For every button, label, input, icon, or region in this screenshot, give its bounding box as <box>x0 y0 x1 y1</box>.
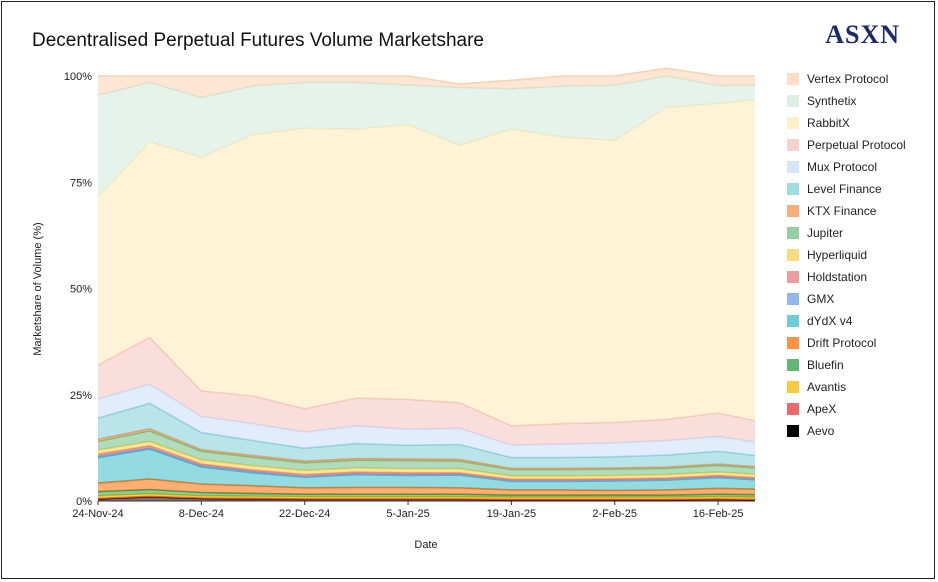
legend-swatch <box>787 425 799 437</box>
x-tick-label: 22-Dec-24 <box>279 508 330 520</box>
x-axis-label: Date <box>414 539 437 551</box>
legend-swatch <box>787 403 799 415</box>
legend-label: Vertex Protocol <box>807 72 889 86</box>
legend-label: Holdstation <box>807 270 868 284</box>
area-rabbitx <box>98 99 755 426</box>
legend-swatch <box>787 139 799 151</box>
legend-item-bluefin[interactable]: Bluefin <box>787 354 906 376</box>
legend-label: Perpetual Protocol <box>807 138 906 152</box>
area-perpetual-protocol <box>98 337 755 445</box>
area-synthetix <box>98 76 755 198</box>
legend-label: ApeX <box>807 402 837 416</box>
area-dydx-v4 <box>98 449 755 491</box>
area-holdstation <box>98 445 755 481</box>
area-mux-protocol <box>98 384 755 458</box>
y-tick-label: 75% <box>70 177 92 189</box>
legend-label: Synthetix <box>807 94 857 108</box>
x-tick-label: 19-Jan-25 <box>487 508 537 520</box>
legend-item-ktx-finance[interactable]: KTX Finance <box>787 200 906 222</box>
legend-swatch <box>787 205 799 217</box>
legend-item-drift-protocol[interactable]: Drift Protocol <box>787 332 906 354</box>
legend-swatch <box>787 271 799 283</box>
legend-item-avantis[interactable]: Avantis <box>787 376 906 398</box>
legend-swatch <box>787 73 799 85</box>
x-tick-label: 8-Dec-24 <box>179 508 224 520</box>
legend-label: RabbitX <box>807 116 850 130</box>
x-tick-label: 24-Nov-24 <box>72 508 123 520</box>
y-tick-label: 25% <box>70 390 92 402</box>
legend-swatch <box>787 227 799 239</box>
legend-swatch <box>787 293 799 305</box>
y-tick-label: 100% <box>64 71 92 83</box>
legend-label: Hyperliquid <box>807 248 868 262</box>
area-vertex-protocol <box>98 68 755 98</box>
legend-item-mux-protocol[interactable]: Mux Protocol <box>787 156 906 178</box>
legend-label: Drift Protocol <box>807 336 877 350</box>
legend-item-level-finance[interactable]: Level Finance <box>787 178 906 200</box>
legend-swatch <box>787 249 799 261</box>
y-tick-label: 0% <box>76 496 92 508</box>
area-level-finance <box>98 403 755 469</box>
legend-label: Level Finance <box>807 182 882 196</box>
area-drift-protocol <box>98 478 755 496</box>
legend-item-rabbitx[interactable]: RabbitX <box>787 112 906 134</box>
brand-logo: ASXN <box>825 20 900 49</box>
legend-label: dYdX v4 <box>807 314 853 328</box>
area-jupiter <box>98 430 755 476</box>
legend-swatch <box>787 359 799 371</box>
legend-swatch <box>787 183 799 195</box>
y-axis-ticks: 0% 25% 50% 75% 100% <box>64 71 92 508</box>
x-tick-label: 2-Feb-25 <box>592 508 637 520</box>
chart-title: Decentralised Perpetual Futures Volume M… <box>32 30 485 51</box>
legend-item-hyperliquid[interactable]: Hyperliquid <box>787 244 906 266</box>
legend-item-jupiter[interactable]: Jupiter <box>787 222 906 244</box>
legend-label: Mux Protocol <box>807 160 878 174</box>
legend-item-apex[interactable]: ApeX <box>787 398 906 420</box>
legend-item-gmx[interactable]: GMX <box>787 288 906 310</box>
legend-label: Jupiter <box>807 226 844 240</box>
x-tick-label: 5-Jan-25 <box>386 508 429 520</box>
legend-item-vertex-protocol[interactable]: Vertex Protocol <box>787 68 906 90</box>
x-axis-ticks: 24-Nov-24 8-Dec-24 22-Dec-24 5-Jan-25 19-Jan… <box>72 501 743 520</box>
legend-label: GMX <box>807 292 835 306</box>
legend-label: Avantis <box>807 380 847 394</box>
legend-swatch <box>787 381 799 393</box>
legend-item-synthetix[interactable]: Synthetix <box>787 90 906 112</box>
legend-item-perpetual-protocol[interactable]: Perpetual Protocol <box>787 134 906 156</box>
legend-swatch <box>787 161 799 173</box>
legend-swatch <box>787 337 799 349</box>
legend: Vertex Protocol Synthetix RabbitX Perpetual… <box>787 68 906 442</box>
area-hyperliquid <box>98 441 755 480</box>
legend-item-dydx-v4[interactable]: dYdX v4 <box>787 310 906 332</box>
stacked-areas <box>97 67 756 501</box>
legend-label: KTX Finance <box>807 204 877 218</box>
legend-label: Aevo <box>807 424 835 438</box>
x-tick-label: 16-Feb-25 <box>693 508 744 520</box>
legend-swatch <box>787 95 799 107</box>
line-vertex-protocol <box>98 67 755 85</box>
legend-item-holdstation[interactable]: Holdstation <box>787 266 906 288</box>
legend-swatch <box>787 117 799 129</box>
legend-label: Bluefin <box>807 358 844 372</box>
y-tick-label: 50% <box>70 284 92 296</box>
legend-item-aevo[interactable]: Aevo <box>787 420 906 442</box>
legend-swatch <box>787 315 799 327</box>
y-axis-label: Marketshare of Volume (%) <box>32 222 44 355</box>
